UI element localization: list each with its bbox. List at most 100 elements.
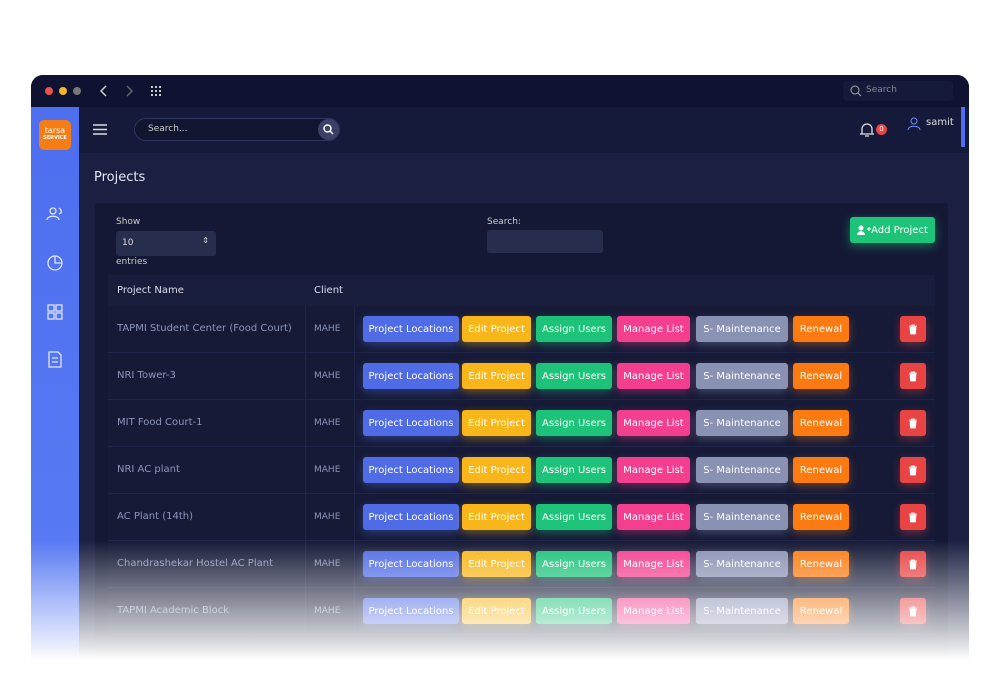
delete-button[interactable] <box>900 410 926 436</box>
action-button[interactable]: Manage List <box>617 598 690 624</box>
search-button[interactable] <box>318 119 339 140</box>
table-search[interactable] <box>487 230 603 253</box>
action-button[interactable]: Edit Project <box>462 410 531 436</box>
action-button[interactable]: S- Maintenance <box>696 457 788 483</box>
action-button[interactable]: S- Maintenance <box>696 504 788 530</box>
cell-divider <box>354 400 355 447</box>
bell-icon[interactable] <box>859 122 875 138</box>
action-button[interactable]: Project Locations <box>363 598 459 624</box>
browser-bar: Search <box>31 75 969 107</box>
cell-divider <box>354 306 355 353</box>
sidebar: tarsa SERVICE <box>31 107 79 675</box>
action-button[interactable]: Manage List <box>617 363 690 389</box>
cell-divider <box>354 494 355 541</box>
action-button[interactable]: Project Locations <box>363 504 459 530</box>
action-button[interactable]: Project Locations <box>363 363 459 389</box>
action-button[interactable]: S- Maintenance <box>696 363 788 389</box>
table-row: NRI Tower-3 MAHE Project Locations Edit Pro… <box>108 353 935 400</box>
action-button[interactable]: Renewal <box>793 363 849 389</box>
client: MAHE <box>314 371 341 381</box>
action-button[interactable]: Assign Users <box>536 504 612 530</box>
page-size: 10 <box>122 238 134 248</box>
action-button[interactable]: Assign Users <box>536 363 612 389</box>
client: MAHE <box>314 465 341 475</box>
header-search[interactable]: Search... <box>134 118 340 141</box>
delete-button[interactable] <box>900 316 926 342</box>
user-name[interactable]: samit <box>926 117 954 128</box>
delete-button[interactable] <box>900 457 926 483</box>
dot[interactable] <box>45 87 53 95</box>
show-label: Show <box>116 217 141 227</box>
cell-divider <box>305 541 306 588</box>
action-button[interactable]: Assign Users <box>536 316 612 342</box>
action-button[interactable]: Edit Project <box>462 457 531 483</box>
action-button[interactable]: Renewal <box>793 410 849 436</box>
delete-button[interactable] <box>900 363 926 389</box>
add-project-label: Add Project <box>871 224 928 236</box>
table-row: MIT Food Court-1 MAHE Project Locations Edi… <box>108 400 935 447</box>
action-button[interactable]: Renewal <box>793 551 849 577</box>
action-button[interactable]: Project Locations <box>363 410 459 436</box>
action-button[interactable]: Assign Users <box>536 457 612 483</box>
entries-label: entries <box>116 257 148 267</box>
column-header: Client <box>314 285 343 296</box>
cell-divider <box>305 353 306 400</box>
cell-divider <box>305 447 306 494</box>
action-button[interactable]: Project Locations <box>363 551 459 577</box>
action-button[interactable]: Renewal <box>793 504 849 530</box>
action-button[interactable]: Assign Users <box>536 598 612 624</box>
action-button[interactable]: Project Locations <box>363 457 459 483</box>
client: MAHE <box>314 559 341 569</box>
browser-search-text: Search <box>866 85 897 95</box>
project-name: NRI Tower-3 <box>117 370 176 381</box>
action-button[interactable]: Manage List <box>617 410 690 436</box>
logo-tagline: SERVICE <box>43 135 67 141</box>
action-button[interactable]: S- Maintenance <box>696 551 788 577</box>
cell-divider <box>305 306 306 353</box>
cell-divider <box>354 353 355 400</box>
action-button[interactable]: Renewal <box>793 316 849 342</box>
action-button[interactable]: Manage List <box>617 457 690 483</box>
action-button[interactable]: S- Maintenance <box>696 316 788 342</box>
action-button[interactable]: Assign Users <box>536 410 612 436</box>
action-button[interactable]: Edit Project <box>462 316 531 342</box>
table-row: AC Plant (14th) MAHE Project Locations Edit… <box>108 494 935 541</box>
action-button[interactable]: Manage List <box>617 316 690 342</box>
search-label: Search: <box>487 217 521 227</box>
dot[interactable] <box>59 87 67 95</box>
action-button[interactable]: Manage List <box>617 551 690 577</box>
cell-divider <box>305 588 306 635</box>
menu-icon[interactable] <box>93 124 107 135</box>
action-button[interactable]: Project Locations <box>363 316 459 342</box>
logo[interactable]: tarsa SERVICE <box>39 120 71 150</box>
page-size-select[interactable]: 10 ⇕ <box>116 231 216 256</box>
cell-divider <box>354 447 355 494</box>
user-icon[interactable] <box>907 117 921 131</box>
action-button[interactable]: Assign Users <box>536 551 612 577</box>
window: Search tarsa SERVICE Search... 0 samit P… <box>31 75 969 675</box>
nav-icons[interactable] <box>99 84 169 98</box>
action-button[interactable]: Manage List <box>617 504 690 530</box>
sidebar-icons[interactable] <box>46 207 64 377</box>
action-button[interactable]: Renewal <box>793 457 849 483</box>
cell-divider <box>305 494 306 541</box>
action-button[interactable]: Edit Project <box>462 504 531 530</box>
action-button[interactable]: S- Maintenance <box>696 410 788 436</box>
delete-button[interactable] <box>900 598 926 624</box>
project-name: NRI AC plant <box>117 464 180 475</box>
delete-button[interactable] <box>900 551 926 577</box>
delete-button[interactable] <box>900 504 926 530</box>
action-button[interactable]: Edit Project <box>462 551 531 577</box>
action-button[interactable]: Edit Project <box>462 598 531 624</box>
dot[interactable] <box>73 87 81 95</box>
browser-search[interactable]: Search <box>843 81 953 101</box>
action-button[interactable]: Edit Project <box>462 363 531 389</box>
table-row: TAPMI Academic Block MAHE Project Location… <box>108 588 935 635</box>
logo-name: tarsa <box>44 126 66 135</box>
project-name: TAPMI Student Center (Food Court) <box>117 323 292 334</box>
add-project-button[interactable]: Add Project <box>850 217 935 243</box>
cell-divider <box>354 588 355 635</box>
action-button[interactable]: Renewal <box>793 598 849 624</box>
action-button[interactable]: S- Maintenance <box>696 598 788 624</box>
